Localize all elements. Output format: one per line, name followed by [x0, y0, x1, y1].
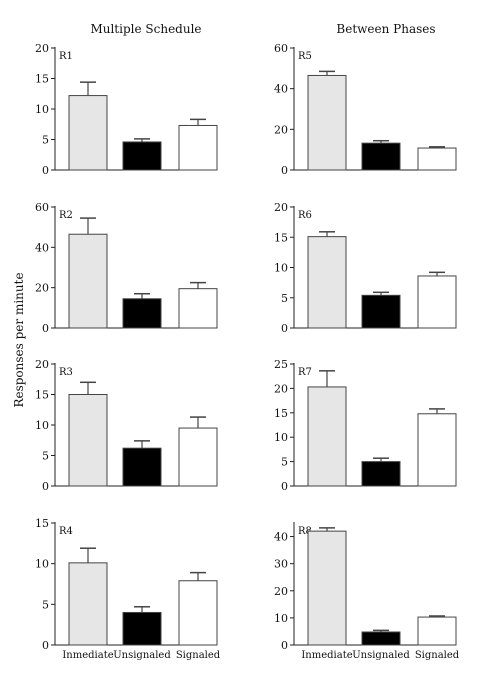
y-tick-label: 10 — [35, 558, 49, 571]
y-tick-label: 20 — [35, 358, 49, 371]
y-tick-label: 40 — [274, 531, 288, 544]
y-tick-label: 0 — [281, 480, 288, 493]
y-tick-label: 5 — [42, 134, 49, 147]
y-tick-label: 20 — [274, 382, 288, 395]
bar-unsignaled — [361, 142, 401, 171]
bar-inmediate — [307, 74, 347, 171]
y-tick-label: 15 — [35, 73, 49, 86]
panel-label: R4 — [59, 526, 73, 537]
x-category-label: Signaled — [176, 650, 221, 661]
y-tick-label: 30 — [274, 558, 288, 571]
panel-r6: 0 5 10 15 20 R6 — [274, 201, 457, 335]
y-tick-label: 10 — [274, 262, 288, 275]
y-tick-label: 25 — [274, 358, 288, 371]
y-tick-label: 0 — [281, 322, 288, 335]
x-category-label: Inmediate — [62, 650, 113, 661]
bar-unsignaled — [361, 294, 401, 329]
bar-inmediate — [307, 386, 347, 487]
y-tick-label: 5 — [42, 598, 49, 611]
y-tick-label: 5 — [42, 450, 49, 463]
y-tick-label: 0 — [42, 322, 49, 335]
y-tick-label: 0 — [42, 164, 49, 177]
y-tick-label: 40 — [274, 83, 288, 96]
y-tick-label: 20 — [274, 201, 288, 214]
y-tick-label: 15 — [274, 231, 288, 244]
bar-signaled — [417, 275, 457, 329]
panel-label: R7 — [298, 367, 312, 378]
bar-unsignaled — [361, 631, 401, 646]
y-tick-label: 10 — [35, 419, 49, 432]
bar-unsignaled — [122, 447, 162, 487]
x-category-label: Signaled — [415, 650, 460, 661]
panel-label: R6 — [298, 210, 312, 221]
y-tick-label: 5 — [281, 456, 288, 469]
bar-inmediate — [68, 233, 108, 329]
bar-unsignaled — [122, 141, 162, 171]
bar-unsignaled — [122, 298, 162, 329]
y-tick-label: 15 — [35, 389, 49, 402]
panel-label: R3 — [59, 367, 73, 378]
y-tick-label: 0 — [42, 639, 49, 652]
y-tick-label: 10 — [35, 103, 49, 116]
y-tick-label: 5 — [281, 292, 288, 305]
y-tick-label: 10 — [274, 431, 288, 444]
y-tick-label: 10 — [274, 612, 288, 625]
bar-unsignaled — [361, 461, 401, 487]
y-tick-label: 60 — [274, 42, 288, 55]
y-tick-label: 0 — [42, 480, 49, 493]
y-tick-label: 20 — [35, 282, 49, 295]
right-column-title: Between Phases — [336, 22, 436, 36]
bar-signaled — [178, 580, 218, 646]
y-tick-label: 60 — [35, 201, 49, 214]
bar-inmediate — [68, 562, 108, 646]
y-tick-label: 20 — [274, 123, 288, 136]
x-category-label: Unsignaled — [352, 650, 410, 661]
x-category-label: Inmediate — [301, 650, 352, 661]
left-column-title: Multiple Schedule — [90, 22, 202, 36]
panel-r8: 0 10 20 30 40 R8 Inmediate Unsignaled Signaled — [274, 522, 460, 661]
panel-r7: 0 5 10 15 20 25 R7 — [274, 358, 457, 493]
bar-inmediate — [307, 530, 347, 646]
y-tick-label: 20 — [274, 585, 288, 598]
panel-r1: 0 5 10 15 20 R1 — [35, 42, 218, 177]
panel-r3: 0 5 10 15 20 R3 — [35, 358, 218, 493]
y-axis-label: Responses per minute — [12, 272, 26, 408]
bar-inmediate — [68, 95, 108, 171]
panel-label: R8 — [298, 526, 312, 537]
panel-label: R1 — [59, 51, 73, 62]
y-tick-label: 0 — [281, 164, 288, 177]
y-tick-label: 15 — [274, 407, 288, 420]
bar-signaled — [178, 124, 218, 171]
bar-inmediate — [68, 394, 108, 487]
bar-signaled — [417, 616, 457, 646]
bar-signaled — [178, 288, 218, 329]
x-category-label: Unsignaled — [113, 650, 171, 661]
bar-inmediate — [307, 236, 347, 329]
bar-signaled — [417, 413, 457, 487]
y-tick-label: 15 — [35, 517, 49, 530]
bar-unsignaled — [122, 611, 162, 646]
panel-r5: 0 20 40 60 R5 — [274, 42, 457, 177]
panel-r4: 0 5 10 15 R4 Inmediate Unsignaled Signaled — [35, 517, 221, 661]
bar-signaled — [417, 147, 457, 171]
panel-label: R5 — [298, 51, 312, 62]
y-tick-label: 20 — [35, 42, 49, 55]
y-tick-label: 40 — [35, 241, 49, 254]
y-tick-label: 0 — [281, 639, 288, 652]
panel-r2: 0 20 40 60 R2 — [35, 201, 218, 335]
bar-signaled — [178, 427, 218, 487]
panel-label: R2 — [59, 210, 73, 221]
